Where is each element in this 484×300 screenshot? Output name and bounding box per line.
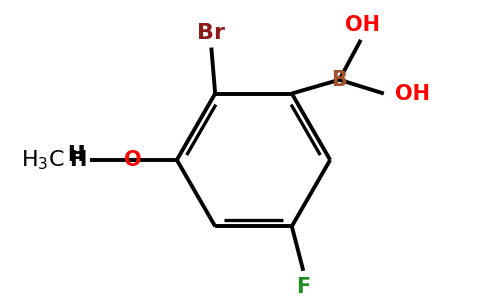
Text: H: H [69, 150, 86, 170]
Text: H: H [67, 145, 84, 165]
Text: H: H [67, 145, 84, 165]
Text: O: O [123, 150, 141, 170]
Text: OH: OH [394, 83, 429, 103]
Text: F: F [296, 277, 310, 297]
Text: B: B [332, 70, 348, 90]
Text: OH: OH [345, 15, 380, 35]
Text: $\mathregular{H_3C}$: $\mathregular{H_3C}$ [21, 148, 65, 172]
Text: Br: Br [197, 23, 226, 43]
